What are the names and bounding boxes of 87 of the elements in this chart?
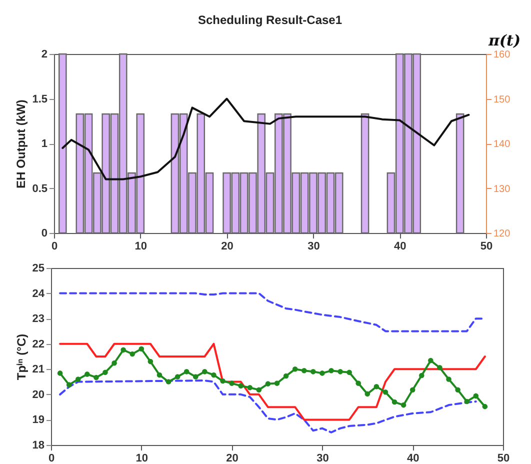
point (229, 380, 234, 386)
point (346, 370, 352, 376)
x-tick-label: 10 (136, 452, 148, 464)
y-tick-label: 20 (32, 388, 44, 401)
point (130, 351, 136, 357)
point (256, 387, 262, 393)
x-tick-label: 40 (394, 240, 406, 252)
point (211, 372, 216, 378)
point (120, 347, 126, 353)
point (57, 370, 63, 376)
bar (456, 113, 464, 234)
point (446, 376, 452, 382)
point (418, 372, 424, 378)
point (283, 373, 289, 379)
point (265, 381, 271, 386)
point (156, 372, 162, 378)
x-tick-label: 50 (497, 452, 510, 464)
y2-axis-title: π(t) (487, 32, 521, 50)
point (328, 368, 334, 374)
point (473, 393, 479, 399)
x-tick-label: 40 (406, 452, 420, 464)
y-tick-label: 1.5 (32, 93, 48, 106)
y-tick-label: 0.5 (32, 182, 48, 195)
y-tick-label: 18 (32, 440, 44, 452)
point (192, 374, 198, 380)
y-tick-label: 0 (41, 228, 48, 240)
y2-tick-label: 160 (494, 50, 511, 60)
bar (58, 53, 67, 234)
x-tick-label: 20 (226, 452, 238, 464)
y-tick-label: 21 (32, 364, 44, 376)
y2-tick-label: 150 (494, 94, 511, 106)
x-tick-label: 30 (316, 452, 329, 464)
x-tick-label: 20 (221, 240, 234, 252)
x-tick-label: 0 (48, 452, 55, 464)
point (112, 360, 117, 366)
point (356, 380, 362, 386)
y2-tick-label: 120 (494, 228, 511, 240)
x-tick-label: 10 (134, 240, 148, 252)
point (247, 384, 253, 390)
point (455, 387, 460, 393)
point (220, 378, 226, 384)
x-tick-label: 50 (480, 240, 493, 252)
y-tick-label: 2 (41, 48, 48, 60)
point (301, 368, 307, 374)
point (84, 372, 90, 377)
point (392, 399, 398, 405)
point (374, 384, 380, 390)
y-tick-label: 25 (32, 262, 44, 274)
point (382, 390, 388, 395)
point (66, 382, 72, 388)
point (166, 379, 172, 384)
y2-tick-label: 140 (494, 139, 511, 150)
point (364, 391, 370, 397)
point (148, 358, 154, 364)
point (437, 364, 442, 370)
point (75, 376, 81, 382)
y-axis-title: EH Output (kW) (14, 100, 28, 188)
y-axis-title: Tpⁱⁿ (°C) (14, 334, 28, 380)
x-tick-label: 0 (51, 240, 58, 252)
y2-tick-label: 130 (494, 184, 511, 195)
line-series (59, 342, 486, 421)
point (138, 346, 144, 352)
point (464, 398, 470, 404)
point (238, 383, 244, 388)
point (102, 370, 108, 376)
y-tick-label: 22 (32, 338, 44, 350)
point (174, 374, 180, 380)
point (292, 366, 298, 372)
point (400, 402, 406, 408)
y-tick-label: 1 (41, 138, 48, 150)
x-tick-label: 30 (308, 240, 320, 252)
point (202, 369, 208, 374)
y-tick-label: 23 (32, 313, 44, 326)
point (94, 374, 99, 380)
point (320, 370, 325, 376)
line-series (62, 98, 470, 180)
y-tick-label: 19 (32, 414, 44, 426)
point (184, 369, 190, 374)
point (410, 387, 416, 393)
y-tick-label: 24 (32, 288, 46, 300)
point (482, 404, 488, 410)
bar (360, 113, 370, 234)
point (310, 369, 316, 374)
chart-title: Scheduling Result-Case1 (198, 13, 342, 27)
point (338, 369, 343, 374)
point (274, 380, 280, 386)
point (428, 358, 434, 364)
